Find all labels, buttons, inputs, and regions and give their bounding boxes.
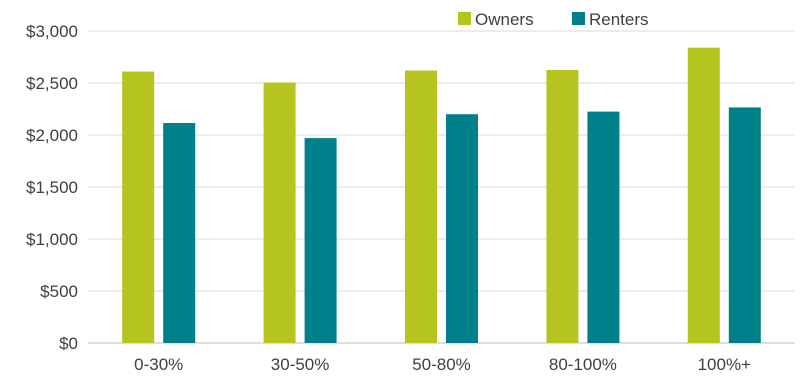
bar-owners-3 bbox=[546, 70, 579, 343]
bar-renters-4 bbox=[728, 107, 761, 343]
x-tick-label: 30-50% bbox=[271, 355, 330, 374]
y-tick-label: $3,000 bbox=[26, 22, 78, 41]
x-axis-tick-labels: 0-30% 30-50% 50-80% 80-100% 100%+ bbox=[134, 355, 751, 374]
legend: Owners Renters bbox=[458, 10, 649, 29]
y-tick-label: $0 bbox=[59, 334, 78, 353]
legend-swatch-owners bbox=[458, 12, 471, 25]
y-axis-tick-labels: $0 $500 $1,000 $1,500 $2,000 $2,500 $3,000 bbox=[26, 22, 78, 353]
y-tick-label: $1,000 bbox=[26, 230, 78, 249]
legend-label-owners: Owners bbox=[475, 10, 534, 29]
bar-renters-0 bbox=[163, 123, 196, 343]
gridlines bbox=[88, 30, 795, 344]
y-tick-label: $2,000 bbox=[26, 126, 78, 145]
y-tick-label: $1,500 bbox=[26, 178, 78, 197]
y-tick-label: $500 bbox=[40, 282, 78, 301]
legend-swatch-renters bbox=[572, 12, 585, 25]
bar-owners-4 bbox=[687, 47, 720, 343]
bar-owners-1 bbox=[263, 82, 296, 343]
x-tick-label: 80-100% bbox=[549, 355, 617, 374]
bars bbox=[122, 47, 761, 344]
bar-renters-2 bbox=[446, 114, 478, 343]
x-tick-label: 100%+ bbox=[698, 355, 751, 374]
bar-owners-2 bbox=[405, 70, 437, 344]
legend-label-renters: Renters bbox=[589, 10, 649, 29]
bar-renters-3 bbox=[587, 111, 620, 343]
y-tick-label: $2,500 bbox=[26, 74, 78, 93]
bar-renters-1 bbox=[304, 138, 337, 343]
x-tick-label: 0-30% bbox=[134, 355, 183, 374]
bar-owners-0 bbox=[122, 71, 155, 343]
x-tick-label: 50-80% bbox=[412, 355, 471, 374]
